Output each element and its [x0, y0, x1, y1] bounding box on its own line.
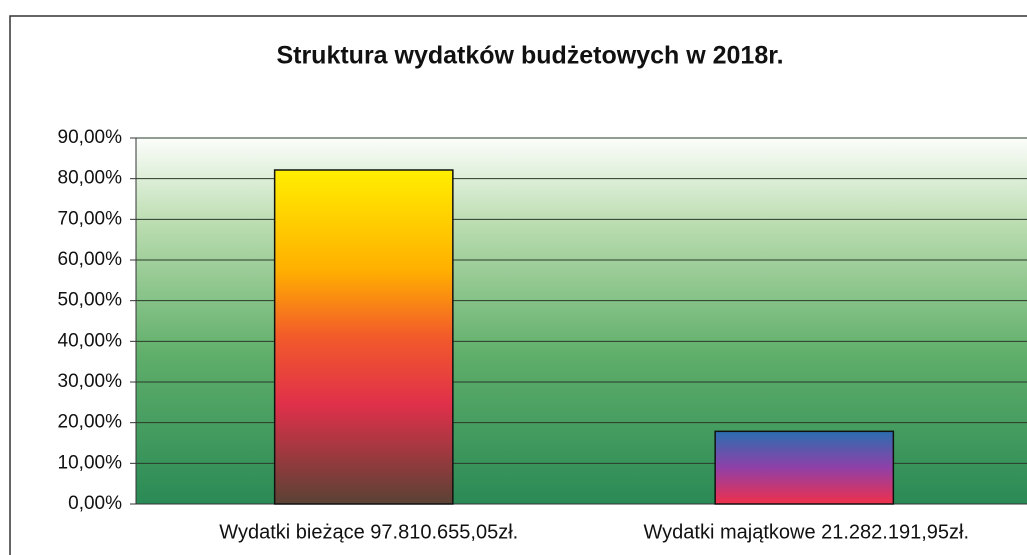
y-tick-label: 50,00% [58, 290, 123, 311]
y-tick-label: 90,00% [58, 127, 123, 148]
y-tick-label: 10,00% [58, 452, 123, 473]
y-tick-label: 80,00% [58, 168, 123, 189]
y-tick-label: 0,00% [68, 493, 122, 514]
y-tick-label: 30,00% [58, 371, 123, 392]
bar [714, 430, 895, 505]
y-tick-label: 60,00% [58, 249, 123, 270]
x-tick-label: Wydatki majątkowe 21.282.191,95zł. [643, 521, 969, 543]
y-tick-label: 40,00% [58, 330, 123, 351]
x-tick-label: Wydatki bieżące 97.810.655,05zł. [219, 521, 518, 543]
y-tick-label: 20,00% [58, 412, 123, 433]
chart-title: Struktura wydatków budżetowych w 2018r. [276, 42, 783, 70]
y-tick-label: 70,00% [58, 208, 123, 229]
chart-frame [9, 15, 1027, 555]
bar [273, 169, 454, 505]
